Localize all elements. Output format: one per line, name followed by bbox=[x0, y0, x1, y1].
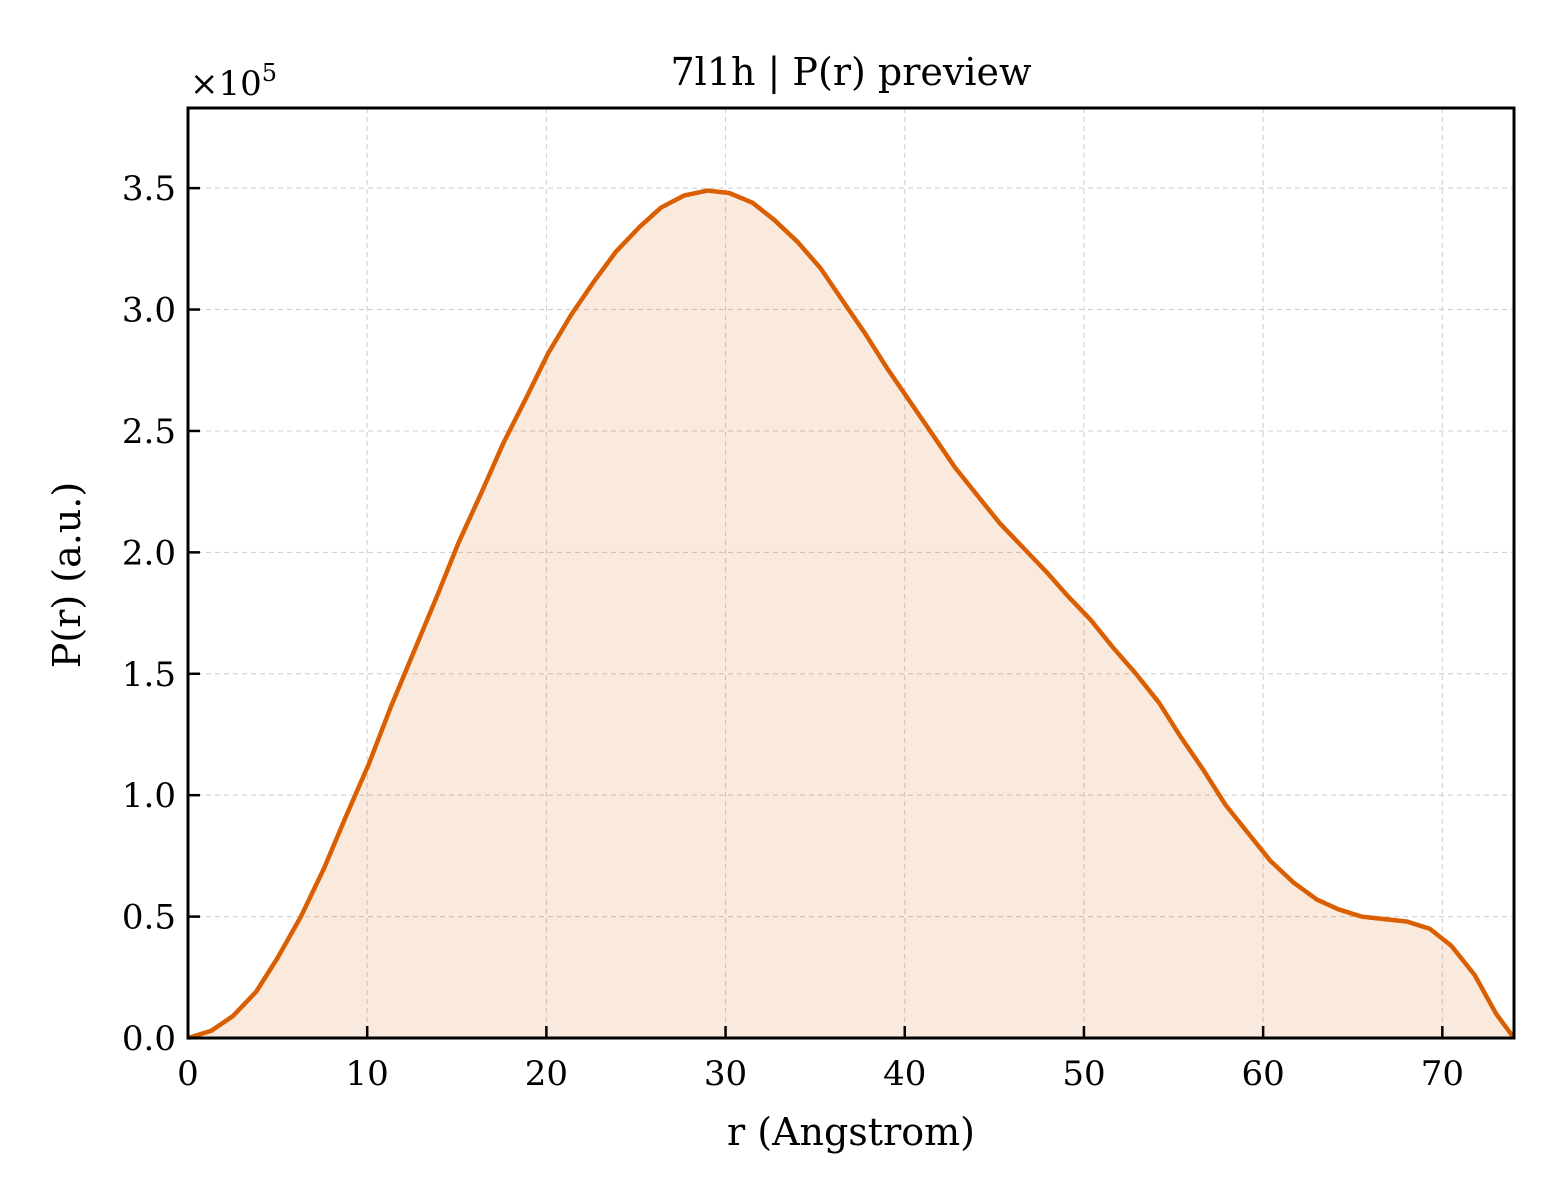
axis-tick-labels: 0 10 20 30 40 50 60 70 0.0 0.5 1.0 1.5 2.0 2.5 3.0 3.5 bbox=[122, 169, 1464, 1094]
y-tick-label: 0.5 bbox=[122, 898, 176, 938]
y-tick-label: 2.0 bbox=[122, 533, 176, 573]
x-tick-label: 50 bbox=[1062, 1054, 1105, 1094]
pr-area-fill bbox=[188, 190, 1514, 1038]
x-tick-label: 60 bbox=[1242, 1054, 1285, 1094]
grid-lines bbox=[188, 108, 1514, 1038]
y-tick-label: 2.5 bbox=[122, 412, 176, 452]
y-tick-label: 1.5 bbox=[122, 655, 176, 695]
x-tick-label: 30 bbox=[704, 1054, 747, 1094]
x-axis-label: r (Angstrom) bbox=[727, 1110, 975, 1154]
x-tick-label: 0 bbox=[177, 1054, 199, 1094]
y-multiplier-base: ×10 bbox=[190, 64, 262, 104]
y-tick-label: 1.0 bbox=[122, 776, 176, 816]
pr-series-line bbox=[187, 188, 1516, 1041]
x-tick-label: 20 bbox=[525, 1054, 568, 1094]
chart-title: 7l1h | P(r) preview bbox=[670, 50, 1031, 94]
y-tick-label: 3.5 bbox=[122, 169, 176, 209]
plot-frame bbox=[186, 106, 1516, 1040]
y-axis-label: P(r) (a.u.) bbox=[45, 482, 89, 668]
x-tick-label: 10 bbox=[346, 1054, 389, 1094]
x-tick-label: 70 bbox=[1421, 1054, 1464, 1094]
y-tick-label: 0.0 bbox=[122, 1019, 176, 1059]
y-multiplier-exponent: 5 bbox=[262, 59, 277, 87]
y-tick-label: 3.0 bbox=[122, 291, 176, 331]
x-tick-label: 40 bbox=[883, 1054, 926, 1094]
y-multiplier-label: ×105 bbox=[190, 59, 277, 104]
